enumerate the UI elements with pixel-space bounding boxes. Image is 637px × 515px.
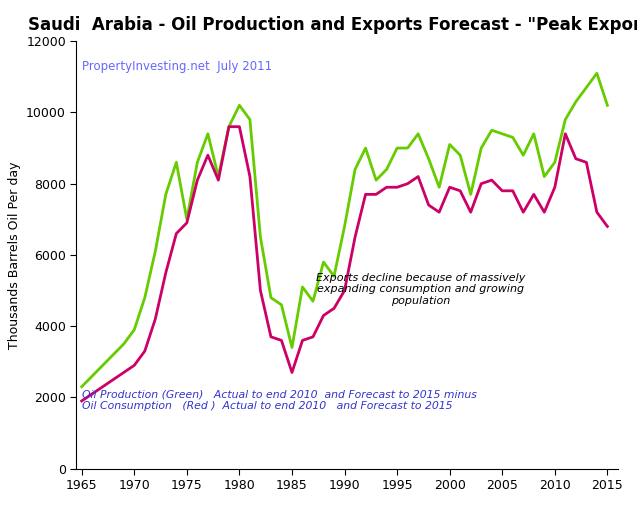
- Text: Oil Production (Green)   Actual to end 2010  and Forecast to 2015 minus
Oil Cons: Oil Production (Green) Actual to end 201…: [82, 389, 476, 411]
- Text: Exports decline because of massively
expanding consumption and growing
populatio: Exports decline because of massively exp…: [315, 272, 525, 306]
- Y-axis label: Thousands Barrels Oil Per day: Thousands Barrels Oil Per day: [8, 161, 20, 349]
- Text: Saudi  Arabia - Oil Production and Exports Forecast - "Peak Exports": Saudi Arabia - Oil Production and Export…: [28, 16, 637, 34]
- Text: PropertyInvesting.net  July 2011: PropertyInvesting.net July 2011: [82, 60, 272, 74]
